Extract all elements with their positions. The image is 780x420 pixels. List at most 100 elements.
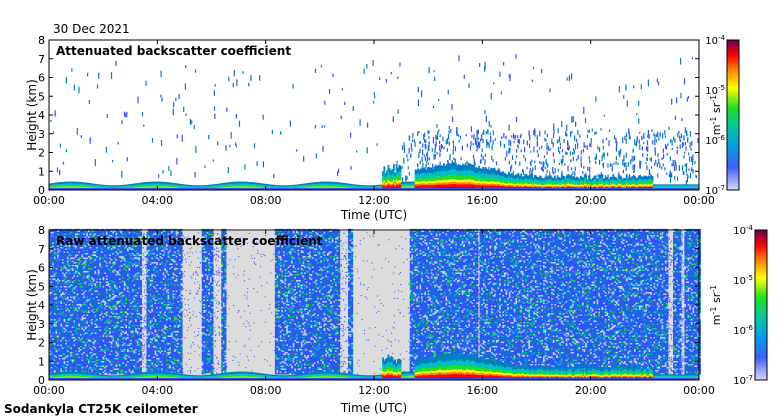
data-cell bbox=[669, 177, 672, 184]
data-cell bbox=[50, 119, 52, 123]
data-cell bbox=[397, 109, 399, 114]
data-cell bbox=[418, 152, 420, 159]
data-cell bbox=[570, 159, 572, 163]
data-cell bbox=[613, 162, 615, 165]
data-cell bbox=[417, 86, 419, 93]
data-cell bbox=[494, 138, 496, 141]
data-cell bbox=[591, 128, 593, 132]
data-cell bbox=[580, 150, 582, 155]
data-cell bbox=[417, 163, 419, 168]
data-cell bbox=[512, 170, 514, 174]
data-cell bbox=[691, 57, 694, 60]
data-cell bbox=[458, 139, 460, 143]
data-cell bbox=[363, 68, 365, 75]
data-cell bbox=[476, 134, 478, 141]
data-cell bbox=[590, 138, 592, 144]
data-cell bbox=[685, 146, 687, 151]
data-cell bbox=[638, 100, 640, 106]
data-cell bbox=[88, 99, 90, 105]
data-cell bbox=[602, 162, 605, 169]
data-cell bbox=[647, 134, 649, 138]
boundary-layer-cell bbox=[620, 176, 623, 180]
data-cell bbox=[350, 166, 352, 170]
data-cell bbox=[566, 124, 568, 131]
data-cell bbox=[625, 152, 627, 159]
data-cell bbox=[528, 130, 530, 136]
data-cell bbox=[439, 161, 441, 166]
data-cell bbox=[588, 156, 590, 160]
data-cell bbox=[687, 96, 690, 99]
data-cell bbox=[676, 97, 678, 104]
data-cell bbox=[460, 157, 462, 160]
data-cell bbox=[376, 143, 378, 146]
data-cell bbox=[633, 155, 636, 161]
data-cell bbox=[515, 155, 518, 158]
data-cell bbox=[531, 159, 533, 162]
y-tick-label: 4 bbox=[38, 109, 45, 122]
data-cell bbox=[401, 177, 404, 183]
data-cell bbox=[563, 139, 565, 143]
data-cell bbox=[571, 167, 573, 171]
data-cell bbox=[515, 116, 518, 123]
data-cell bbox=[303, 155, 305, 162]
data-cell bbox=[650, 166, 653, 169]
data-cell bbox=[613, 135, 616, 140]
data-cell bbox=[685, 168, 688, 173]
data-cell bbox=[110, 71, 113, 79]
data-cell bbox=[675, 164, 677, 171]
y-tick-label: 8 bbox=[38, 34, 45, 47]
data-cell bbox=[193, 125, 195, 130]
data-cell bbox=[160, 139, 163, 146]
data-cell bbox=[470, 141, 472, 146]
data-cell bbox=[71, 68, 73, 72]
data-cell bbox=[583, 106, 585, 114]
chart-title-1: Attenuated backscatter coefficient bbox=[56, 44, 291, 58]
data-cell bbox=[603, 152, 605, 159]
data-cell bbox=[451, 103, 453, 110]
data-cell bbox=[615, 144, 618, 151]
data-cell bbox=[538, 147, 541, 150]
data-cell bbox=[598, 159, 601, 165]
data-cell bbox=[643, 141, 645, 144]
data-cell bbox=[670, 172, 673, 179]
data-cell bbox=[80, 135, 82, 138]
data-cell bbox=[566, 133, 568, 137]
data-cell bbox=[622, 159, 624, 166]
data-cell bbox=[656, 133, 658, 137]
plot-area-1 bbox=[48, 39, 700, 191]
data-cell bbox=[584, 117, 587, 123]
data-cell bbox=[485, 115, 487, 123]
data-cell bbox=[476, 143, 478, 148]
data-cell bbox=[315, 153, 317, 159]
data-cell bbox=[651, 142, 654, 145]
data-cell bbox=[623, 95, 625, 99]
data-cell bbox=[544, 166, 547, 169]
data-cell bbox=[143, 124, 145, 127]
data-cell bbox=[594, 131, 596, 135]
y-tick-label: 2 bbox=[38, 147, 45, 160]
data-cell bbox=[229, 144, 231, 148]
data-cell bbox=[574, 171, 576, 176]
data-cell bbox=[672, 159, 674, 166]
data-cell bbox=[656, 162, 658, 168]
data-cell bbox=[456, 130, 458, 136]
data-cell bbox=[638, 139, 640, 144]
data-cell bbox=[185, 65, 187, 69]
data-cell bbox=[126, 157, 128, 162]
data-cell bbox=[559, 146, 562, 149]
data-cell bbox=[631, 155, 633, 162]
data-cell bbox=[332, 73, 334, 78]
data-cell bbox=[445, 139, 447, 145]
data-cell bbox=[618, 86, 620, 93]
data-cell bbox=[470, 126, 473, 132]
boundary-layer-cell bbox=[399, 176, 402, 181]
data-cell bbox=[642, 153, 644, 157]
data-cell bbox=[518, 139, 520, 145]
data-cell bbox=[657, 131, 659, 138]
data-cell bbox=[691, 156, 693, 163]
y-axis-label-1: Height (km) bbox=[25, 79, 39, 150]
boundary-layer-cell bbox=[601, 174, 604, 179]
data-cell bbox=[608, 140, 610, 147]
boundary-layer-cell bbox=[392, 163, 395, 171]
data-cell bbox=[657, 173, 659, 178]
